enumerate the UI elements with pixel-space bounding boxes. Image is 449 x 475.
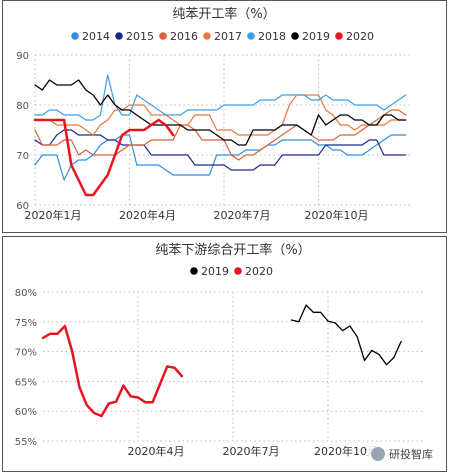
series-line-2020 bbox=[41, 324, 184, 418]
legend-label-2015: 2015 bbox=[126, 30, 154, 43]
legend-label-2018: 2018 bbox=[258, 30, 286, 43]
series-line-2019 bbox=[34, 79, 407, 146]
series-line-2020 bbox=[33, 118, 175, 197]
x-tick-label: 2020年1月 bbox=[25, 208, 82, 222]
y-tick-label: 80 bbox=[16, 101, 29, 112]
legend-label-2019: 2019 bbox=[302, 30, 330, 43]
y-tick-label: 60 bbox=[16, 201, 29, 212]
series-line-2018 bbox=[34, 74, 407, 121]
series-line-2017 bbox=[34, 94, 407, 136]
x-tick-label: 2020年7月 bbox=[223, 444, 280, 458]
legend-marker-2015 bbox=[115, 32, 123, 40]
legend-marker-2014 bbox=[71, 32, 79, 40]
legend-label-2016: 2016 bbox=[170, 30, 198, 43]
x-tick-label: 2020年7月 bbox=[214, 208, 271, 222]
y-tick-label: 90 bbox=[16, 51, 29, 62]
x-tick-label: 2020年4月 bbox=[119, 208, 176, 222]
legend-label-2017: 2017 bbox=[214, 30, 242, 43]
chart-title: 纯苯下游综合开工率（%） bbox=[155, 242, 310, 258]
y-tick-label: 65% bbox=[15, 377, 37, 388]
wechat-icon bbox=[371, 447, 385, 461]
series-line-2014 bbox=[34, 134, 407, 181]
legend-label-2019: 2019 bbox=[201, 265, 229, 278]
y-tick-label: 55% bbox=[15, 437, 37, 448]
y-tick-label: 80% bbox=[15, 288, 37, 299]
y-tick-label: 70 bbox=[16, 151, 29, 162]
chart-benzene-operating-rate: 纯苯开工率（%） 2014 2015 2016 2017 2018 2019 2020 60 70… bbox=[16, 6, 413, 222]
chart-panel-downstream-operating-rate: 纯苯下游综合开工率（%） 2019 2020 55% 60% 65% 70% 75% 80% 20… bbox=[2, 236, 447, 472]
series-line-2016 bbox=[34, 109, 407, 161]
chart-panel-benzene-operating-rate: 纯苯开工率（%） 2014 2015 2016 2017 2018 2019 2020 60 70… bbox=[2, 0, 447, 233]
legend-label-2020: 2020 bbox=[245, 265, 273, 278]
watermark-text: 研投智库 bbox=[389, 448, 433, 461]
y-tick-label: 70% bbox=[15, 348, 37, 359]
legend-marker-2020 bbox=[335, 32, 343, 40]
x-tick-label: 2020年4月 bbox=[128, 444, 185, 458]
watermark: 研投智库 bbox=[368, 445, 436, 463]
x-tick-label: 2020年10月 bbox=[314, 444, 378, 458]
y-tick-label: 75% bbox=[15, 318, 37, 329]
legend-label-2020: 2020 bbox=[346, 30, 374, 43]
legend-marker-2018 bbox=[247, 32, 255, 40]
legend-marker-2019 bbox=[291, 32, 299, 40]
legend-marker-2017 bbox=[203, 32, 211, 40]
legend-marker-2016 bbox=[159, 32, 167, 40]
x-tick-label: 2020年10月 bbox=[305, 208, 369, 222]
legend-label-2014: 2014 bbox=[82, 30, 110, 43]
series-line-2015 bbox=[34, 129, 407, 171]
series-line-2019 bbox=[290, 304, 402, 366]
y-tick-label: 60% bbox=[15, 407, 37, 418]
legend-marker-2020 bbox=[234, 267, 242, 275]
chart-downstream-operating-rate: 纯苯下游综合开工率（%） 2019 2020 55% 60% 65% 70% 75% 80% 20… bbox=[15, 242, 423, 458]
legend-marker-2019 bbox=[190, 267, 198, 275]
chart-title: 纯苯开工率（%） bbox=[172, 6, 275, 22]
